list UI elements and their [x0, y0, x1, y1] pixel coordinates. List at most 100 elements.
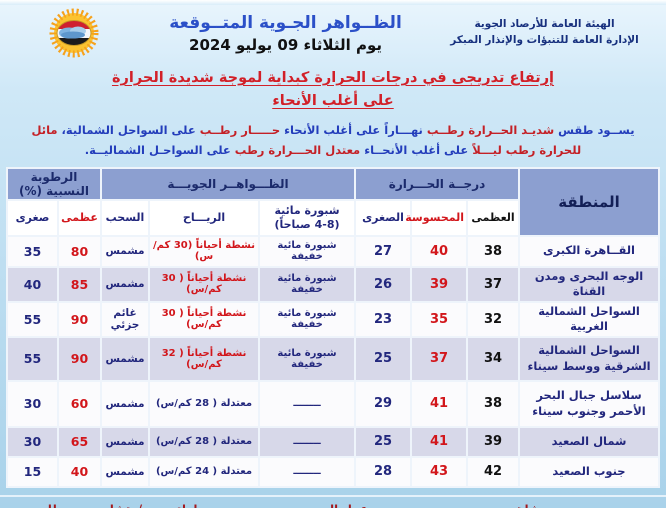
- table-row: سلاسل جبال البحر الأحمر وجنوب سيناء 38 4…: [5, 379, 661, 428]
- cell-wind: معتدلة ( 24 كم/س): [148, 455, 261, 488]
- cell-humidity-min: 55: [5, 335, 59, 382]
- col-header-humidity-min: صغرى: [5, 198, 59, 237]
- cell-clouds: مشمس: [99, 265, 151, 303]
- cell-wind: معتدلة ( 28 كم/س): [148, 425, 261, 458]
- cell-clouds: غائم جزئي: [99, 300, 151, 338]
- signature-forecast-director: محمود شاهين مدير عام التنبؤات والإنذار ا…: [426, 501, 656, 508]
- heatwave-alert: إرتفاع تدريجى في درجات الحرارة كبداية لم…: [0, 65, 666, 112]
- alert-line-2: على أغلب الأنحاء: [272, 92, 394, 109]
- col-group-temperature: درجــة الحـــرارة: [354, 166, 521, 201]
- cell-max-temp: 38: [466, 234, 521, 268]
- summary-segment: نهـــاراً على أغلب الأنحاء: [280, 123, 423, 138]
- cell-region: الوجه البحرى ومدن القناة: [518, 265, 661, 303]
- table-row: شمال الصعيد 39 41 25 ــــــــ معتدلة ( 2…: [5, 425, 661, 458]
- cell-humidity-max: 85: [56, 265, 102, 303]
- cell-humidity-min: 35: [5, 234, 59, 268]
- cell-clouds: مشمس: [99, 335, 151, 382]
- cell-region: شمال الصعيد: [518, 425, 661, 458]
- cell-min-temp: 25: [354, 425, 413, 458]
- meteorology-authority-logo-icon: [49, 8, 99, 58]
- cell-feels-like: 41: [410, 379, 469, 428]
- cell-humidity-min: 55: [5, 300, 59, 338]
- summary-segment: حـــــار رطــب: [195, 123, 281, 138]
- cell-fog: ــــــــ: [258, 379, 357, 428]
- fog-header-line2: (4-8 صباحاً): [274, 217, 340, 231]
- cell-min-temp: 27: [354, 234, 413, 268]
- col-header-feels-like: المحسوسة: [405, 198, 469, 237]
- cell-feels-like: 43: [410, 455, 469, 488]
- bulletin-date: يوم الثلاثاء 09 يوليو 2024: [189, 35, 382, 54]
- cell-region: جنوب الصعيد: [518, 455, 661, 488]
- cell-feels-like: 41: [410, 425, 469, 458]
- cell-region: السواحل الشمالية الشرقية ووسط سيناء: [518, 335, 661, 382]
- page-title: الظــواهر الجـوية المتــوقعة: [169, 12, 402, 33]
- cell-fog: شبورة مائية خفيفة: [258, 335, 357, 382]
- cell-fog: شبورة مائية خفيفة: [258, 234, 357, 268]
- cell-fog: شبورة مائية خفيفة: [258, 300, 357, 338]
- cell-humidity-max: 40: [56, 455, 102, 488]
- cell-min-temp: 28: [354, 455, 413, 488]
- signature-name: عماد الدين محمود: [210, 501, 426, 508]
- signature-central-admin-head: عماد الدين محمود رئيس الإدارة المركزية ل…: [210, 501, 426, 508]
- cell-min-temp: 25: [354, 335, 413, 382]
- cell-fog: شبورة مائية خفيفة: [258, 265, 357, 303]
- weather-summary: يســود طقس شديـد الحــرارة رطــب نهـــار…: [12, 120, 654, 160]
- table-row: الوجه البحرى ومدن القناة 37 39 26 شبورة …: [5, 265, 661, 303]
- table-row: السواحل الشمالية الشرقية ووسط سيناء 34 3…: [5, 335, 661, 382]
- summary-segment: على السواحـل الشماليــة.: [84, 143, 231, 158]
- forecast-table: المنطقة درجــة الحـــرارة الظـــواهــر ا…: [5, 166, 661, 488]
- table-row: جنوب الصعيد 42 43 28 ــــــــ معتدلة ( 2…: [5, 455, 661, 488]
- cell-region: القــاهرة الكبرى: [518, 234, 661, 268]
- cell-humidity-min: 30: [5, 425, 59, 458]
- col-group-humidity: الرطوبة النسبية (%): [5, 166, 102, 201]
- summary-segment: يســود طقس: [554, 123, 635, 138]
- col-group-phenomena: الظـــواهــر الجويـــة: [99, 166, 357, 201]
- cell-humidity-max: 80: [56, 234, 102, 268]
- cell-region: سلاسل جبال البحر الأحمر وجنوب سيناء: [518, 379, 661, 428]
- summary-segment: مائل للحرارة رطب ليـــلاً: [31, 123, 582, 158]
- cell-fog: ــــــــ: [258, 425, 357, 458]
- bulletin-header: الهيئة العامة للأرصاد الجوية الإدارة الع…: [0, 5, 666, 59]
- cell-humidity-min: 15: [5, 455, 59, 488]
- cell-feels-like: 35: [410, 300, 469, 338]
- col-header-min-temp: الصغرى: [354, 198, 413, 237]
- cell-wind: نشطة أحياناً ( 30 كم/س): [148, 300, 261, 338]
- cell-wind: نشطة أحياناً ( 30 كم/س): [148, 265, 261, 303]
- title-block: الظــواهر الجـوية المتــوقعة يوم الثلاثا…: [134, 13, 437, 54]
- cell-max-temp: 42: [466, 455, 521, 488]
- alert-line-1: إرتفاع تدريجى في درجات الحرارة كبداية لم…: [111, 70, 555, 86]
- cell-clouds: مشمس: [99, 455, 151, 488]
- cell-region: السواحل الشمالية الغربية: [518, 300, 661, 338]
- cell-humidity-max: 90: [56, 335, 102, 382]
- table-row: القــاهرة الكبرى 38 40 27 شبورة مائية خف…: [5, 234, 661, 268]
- cell-humidity-min: 30: [5, 379, 59, 428]
- cell-max-temp: 39: [466, 425, 521, 458]
- logo-wrap: [14, 6, 134, 60]
- cell-max-temp: 38: [466, 379, 521, 428]
- col-header-fog: شبورة مائية (4-8 صباحاً): [258, 198, 357, 237]
- cell-feels-like: 37: [410, 335, 469, 382]
- col-header-wind: الريـــاح: [148, 198, 261, 237]
- cell-wind: نشطة أحياناً ( 32 كم/س): [148, 335, 261, 382]
- col-header-region: المنطقة: [518, 166, 661, 237]
- cell-humidity-max: 65: [56, 425, 102, 458]
- signature-board-chairman: لواء جوي / هشام حسن طاحون رئيس مجلس الإد…: [10, 501, 210, 508]
- cell-feels-like: 39: [410, 265, 469, 303]
- col-header-clouds: السحب: [99, 198, 151, 237]
- summary-segment: شديـد الحــرارة رطــب: [422, 123, 555, 138]
- fog-header-line1: شبورة مائية: [274, 203, 340, 217]
- org-block: الهيئة العامة للأرصاد الجوية الإدارة الع…: [437, 17, 652, 49]
- signature-name: محمود شاهين: [426, 501, 656, 508]
- cell-wind: معتدلة ( 28 كم/س): [148, 379, 261, 428]
- cell-max-temp: 37: [466, 265, 521, 303]
- cell-humidity-min: 40: [5, 265, 59, 303]
- summary-segment: على أغلب الأنحــاء: [360, 143, 469, 158]
- org-department: الإدارة العامة للتنبؤات والإنذار المبكر: [450, 34, 639, 46]
- summary-segment: معتدل الحـــرارة رطب: [230, 143, 361, 158]
- cell-min-temp: 29: [354, 379, 413, 428]
- cell-humidity-max: 90: [56, 300, 102, 338]
- cell-clouds: مشمس: [99, 234, 151, 268]
- org-name: الهيئة العامة للأرصاد الجوية: [474, 18, 615, 31]
- col-header-humidity-max: عظمى: [56, 198, 102, 237]
- cell-max-temp: 32: [466, 300, 521, 338]
